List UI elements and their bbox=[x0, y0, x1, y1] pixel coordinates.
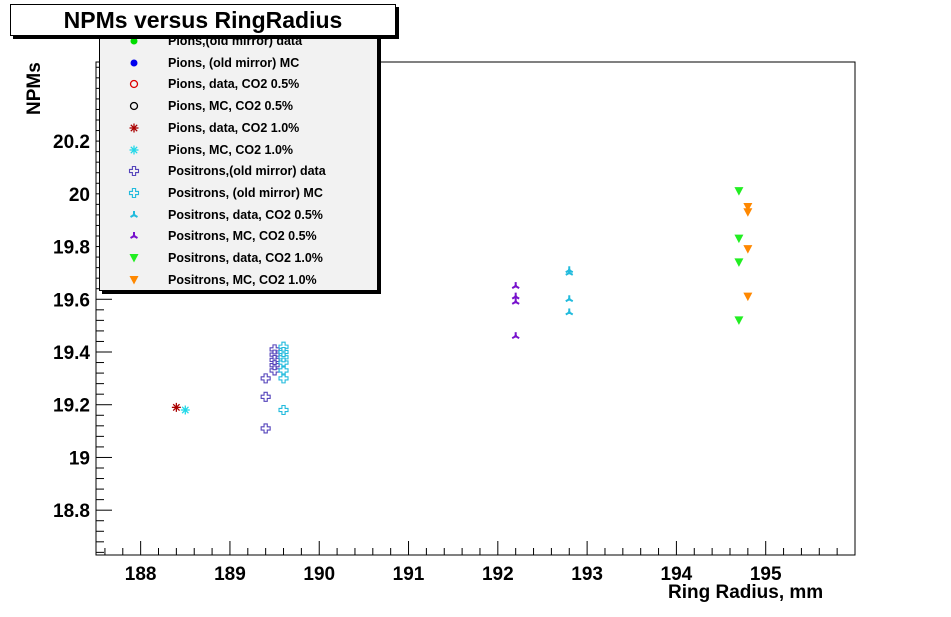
data-point bbox=[743, 292, 753, 302]
data-point bbox=[269, 344, 280, 355]
x-tick-label: 190 bbox=[303, 564, 335, 585]
legend-entry: Positrons,(old mirror) data bbox=[100, 161, 377, 183]
legend-marker-glyph bbox=[128, 187, 140, 198]
data-point bbox=[743, 208, 753, 217]
legend-marker-glyph bbox=[129, 145, 139, 154]
data-point bbox=[180, 405, 190, 415]
legend-marker-glyph bbox=[130, 210, 138, 218]
legend-marker bbox=[129, 101, 139, 111]
data-point bbox=[260, 373, 271, 384]
data-point bbox=[743, 245, 753, 254]
data-point bbox=[565, 266, 574, 274]
legend-label: Pions, data, CO2 1.0% bbox=[168, 120, 300, 135]
data-point bbox=[278, 404, 289, 416]
legend-entry: Pions, MC, CO2 0.5% bbox=[100, 96, 377, 118]
legend-label: Pions,(old mirror) data bbox=[168, 34, 303, 48]
legend-marker bbox=[130, 210, 138, 218]
legend-entry: Positrons, (old mirror) MC bbox=[100, 183, 377, 205]
data-point bbox=[734, 316, 744, 325]
legend-marker-glyph bbox=[129, 80, 139, 89]
legend-marker bbox=[129, 145, 139, 154]
y-tick-label: 19.2 bbox=[53, 396, 90, 417]
x-tick-label: 189 bbox=[214, 564, 246, 585]
legend-marker-glyph bbox=[128, 166, 140, 177]
legend-marker bbox=[130, 37, 138, 45]
data-point bbox=[171, 402, 181, 412]
legend-marker-glyph bbox=[130, 232, 138, 240]
legend-marker-glyph bbox=[129, 123, 139, 133]
legend-marker-glyph bbox=[129, 254, 139, 263]
data-point bbox=[734, 234, 744, 244]
legend-entry: Positrons, MC, CO2 1.0% bbox=[100, 270, 377, 292]
data-point bbox=[260, 423, 271, 434]
data-point bbox=[260, 391, 271, 402]
legend-label: Positrons,(old mirror) data bbox=[168, 164, 326, 179]
x-tick-label: 191 bbox=[393, 564, 425, 585]
legend-marker bbox=[128, 187, 140, 198]
data-point bbox=[511, 292, 520, 300]
legend-entry: Positrons, MC, CO2 0.5% bbox=[100, 226, 377, 248]
legend-marker bbox=[130, 232, 138, 240]
legend-entry: Pions,(old mirror) data bbox=[100, 31, 377, 53]
legend-label: Pions, MC, CO2 0.5% bbox=[168, 99, 294, 114]
legend-marker bbox=[129, 254, 139, 263]
legend-label: Positrons, (old mirror) MC bbox=[168, 185, 323, 200]
x-tick-label: 188 bbox=[125, 564, 157, 585]
legend: Pions,(old mirror) data Pions, (old mirro… bbox=[99, 29, 378, 291]
y-tick-label: 18.8 bbox=[53, 501, 90, 522]
y-tick-label: 19.8 bbox=[53, 238, 90, 259]
legend-marker-glyph bbox=[130, 59, 138, 67]
y-tick-label: 20 bbox=[69, 185, 90, 206]
data-point bbox=[511, 282, 520, 289]
legend-entry: Pions, MC, CO2 1.0% bbox=[100, 140, 377, 162]
y-tick-label: 19.4 bbox=[53, 343, 90, 364]
chart-title-box: NPMs versus RingRadius bbox=[10, 4, 396, 36]
y-axis-label: NPMs bbox=[24, 62, 45, 115]
data-point bbox=[565, 295, 574, 303]
x-tick-label: 192 bbox=[482, 564, 514, 585]
legend-marker bbox=[130, 59, 138, 67]
data-point bbox=[511, 332, 520, 340]
data-point bbox=[743, 203, 753, 212]
legend-marker-glyph bbox=[129, 101, 139, 111]
chart-title: NPMs versus RingRadius bbox=[63, 7, 343, 33]
data-point bbox=[734, 258, 744, 267]
legend-entry: Positrons, data, CO2 1.0% bbox=[100, 248, 377, 270]
legend-label: Positrons, MC, CO2 1.0% bbox=[168, 272, 317, 287]
data-point bbox=[511, 297, 520, 305]
legend-marker bbox=[129, 275, 139, 285]
legend-label: Pions, data, CO2 0.5% bbox=[168, 77, 300, 92]
x-axis-label: Ring Radius, mm bbox=[668, 582, 824, 603]
legend-entry: Positrons, data, CO2 0.5% bbox=[100, 205, 377, 227]
legend-label: Pions, (old mirror) MC bbox=[168, 55, 300, 70]
legend-marker-glyph bbox=[130, 37, 138, 45]
legend-label: Positrons, MC, CO2 0.5% bbox=[168, 229, 317, 244]
legend-entry: Pions, data, CO2 0.5% bbox=[100, 74, 377, 96]
data-point bbox=[734, 187, 744, 196]
x-tick-label: 193 bbox=[571, 564, 603, 585]
data-point bbox=[278, 373, 289, 384]
legend-marker bbox=[129, 123, 139, 133]
legend-label: Positrons, data, CO2 0.5% bbox=[168, 207, 323, 222]
legend-marker-glyph bbox=[129, 275, 139, 285]
legend-entry: Pions, (old mirror) MC bbox=[100, 53, 377, 75]
legend-label: Pions, MC, CO2 1.0% bbox=[168, 142, 294, 157]
x-tick-label: 195 bbox=[750, 564, 782, 585]
y-tick-label: 19 bbox=[69, 448, 90, 469]
data-point bbox=[565, 308, 574, 316]
legend-marker bbox=[129, 80, 139, 89]
y-tick-label: 20.2 bbox=[53, 132, 90, 153]
x-tick-label: 194 bbox=[661, 564, 693, 585]
legend-label: Positrons, data, CO2 1.0% bbox=[168, 251, 323, 265]
data-point bbox=[278, 365, 289, 376]
y-tick-label: 19.6 bbox=[53, 290, 90, 311]
legend-marker bbox=[128, 166, 140, 177]
data-point bbox=[278, 341, 289, 352]
legend-entry: Pions, data, CO2 1.0% bbox=[100, 118, 377, 140]
